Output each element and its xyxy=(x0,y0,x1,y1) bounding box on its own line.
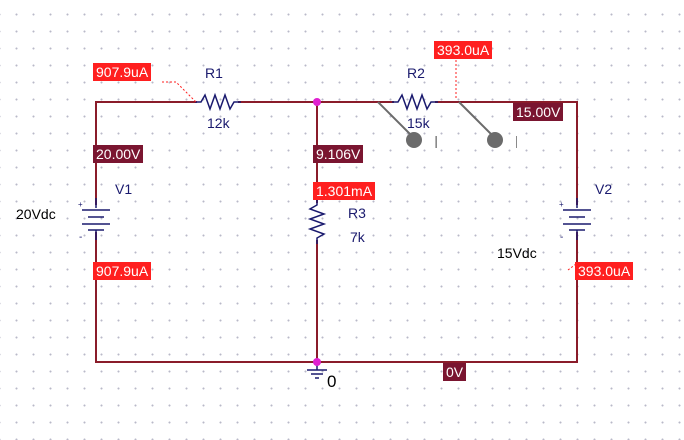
svg-text:+: + xyxy=(559,200,564,209)
resistor-r2-symbol[interactable] xyxy=(392,92,438,112)
r2-value: 15k xyxy=(407,115,430,131)
r1-value: 12k xyxy=(207,115,230,131)
voltage-tag-v1-node: 20.00V xyxy=(93,145,144,163)
r2-name: R2 xyxy=(407,65,425,81)
wire-left-lower xyxy=(95,232,97,363)
resistor-r1-symbol[interactable] xyxy=(195,92,241,112)
voltage-tag-v2-node: 15.00V xyxy=(513,103,564,121)
wire-bottom xyxy=(95,361,578,363)
current-tag-v2: 393.0uA xyxy=(575,262,634,280)
node-junction-bottom xyxy=(313,358,321,366)
r2-current-marker-leader xyxy=(455,56,457,100)
resistor-r3-symbol[interactable] xyxy=(307,200,327,244)
voltage-probe-tick xyxy=(436,136,437,148)
r1-current-marker-leader xyxy=(162,81,197,103)
voltage-source-v2-symbol[interactable]: + - xyxy=(559,198,595,243)
v2-current-marker-leader xyxy=(567,263,577,271)
r3-value: 7k xyxy=(350,229,365,245)
r3-name: R3 xyxy=(348,205,366,221)
current-probe-icon[interactable] xyxy=(457,100,507,152)
v2-name: V2 xyxy=(595,181,613,197)
svg-text:+: + xyxy=(78,200,83,209)
current-probe-tick xyxy=(516,136,517,148)
current-tag-r2: 393.0uA xyxy=(434,41,493,59)
r1-name: R1 xyxy=(205,65,223,81)
wire-middle-lower xyxy=(316,240,318,363)
voltage-tag-ground-node: 0V xyxy=(443,363,467,381)
v1-value: 20Vdc xyxy=(16,206,56,222)
wire-right-upper xyxy=(576,101,578,205)
node-junction-top xyxy=(313,98,321,106)
current-tag-r1: 907.9uA xyxy=(93,63,152,81)
current-tag-v1: 907.9uA xyxy=(93,262,152,280)
ground-label: 0 xyxy=(327,372,337,391)
current-tag-r3: 1.301mA xyxy=(313,182,376,200)
voltage-probe-icon[interactable] xyxy=(376,100,437,152)
wire-right-lower xyxy=(576,232,578,363)
v1-name: V1 xyxy=(115,181,133,197)
wire-top-left xyxy=(95,101,197,103)
svg-text:-: - xyxy=(79,232,82,243)
svg-text:-: - xyxy=(560,232,563,243)
v2-value: 15Vdc xyxy=(497,245,537,261)
voltage-tag-mid-node: 9.106V xyxy=(313,145,364,163)
voltage-source-v1-symbol[interactable]: + - xyxy=(78,198,114,243)
wire-top-right xyxy=(435,101,577,103)
